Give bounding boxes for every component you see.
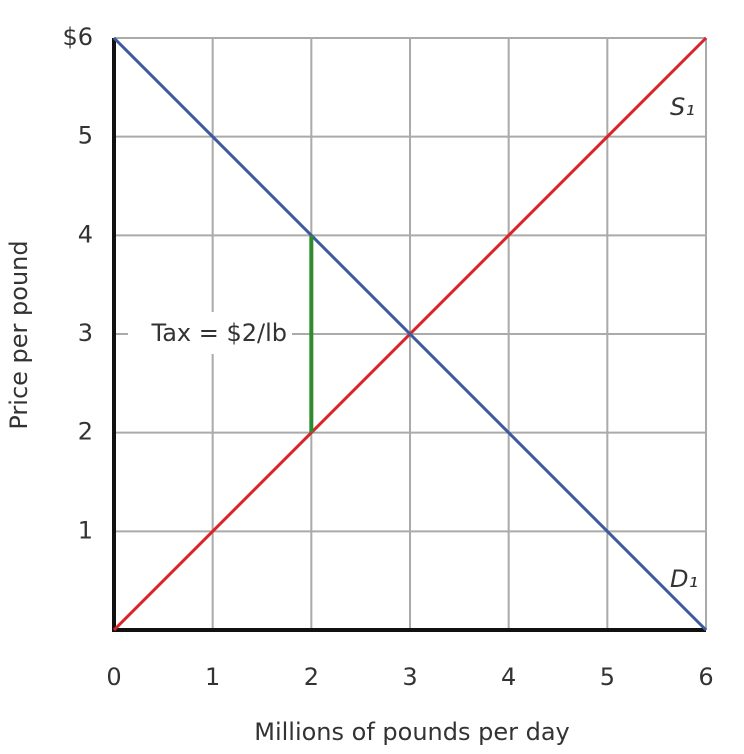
x-axis-label: Millions of pounds per day	[254, 718, 570, 746]
x-tick-label: 2	[304, 663, 319, 691]
y-tick-label: 2	[78, 418, 93, 446]
x-tick-label: 3	[402, 663, 417, 691]
series-label: S₁	[670, 93, 695, 121]
y-tick-label: 4	[78, 220, 93, 248]
series-line	[112, 36, 708, 632]
annotation-bg	[128, 312, 292, 354]
series-label: D₁	[670, 565, 698, 593]
y-axis-label: Price per pound	[5, 240, 33, 429]
annotation-label: Tax = $2/lb	[151, 319, 288, 347]
y-tick-label: $6	[62, 23, 93, 51]
x-tick-label: 0	[106, 663, 121, 691]
y-tick-label: 1	[78, 516, 93, 544]
x-tick-label: 1	[205, 663, 220, 691]
x-tick-label: 4	[501, 663, 516, 691]
y-tick-label: 5	[78, 122, 93, 150]
x-tick-label: 6	[698, 663, 713, 691]
x-tick-label: 5	[600, 663, 615, 691]
y-tick-label: 3	[78, 319, 93, 347]
